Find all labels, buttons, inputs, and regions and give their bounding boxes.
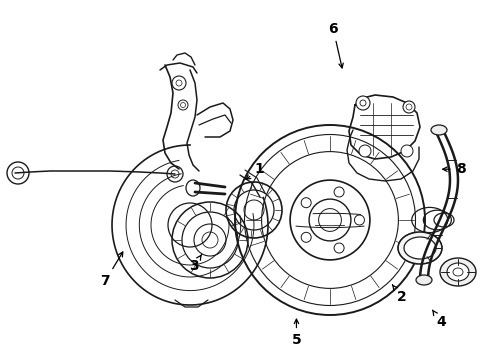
Ellipse shape (180, 103, 186, 108)
Ellipse shape (440, 258, 476, 286)
Ellipse shape (354, 215, 365, 225)
Text: 1: 1 (246, 162, 265, 179)
Ellipse shape (404, 237, 436, 259)
Text: 6: 6 (328, 22, 343, 68)
Ellipse shape (176, 80, 182, 86)
Ellipse shape (334, 243, 344, 253)
Ellipse shape (447, 263, 469, 281)
Ellipse shape (406, 104, 412, 110)
Ellipse shape (416, 275, 432, 285)
Ellipse shape (356, 96, 370, 110)
Ellipse shape (301, 232, 311, 242)
Ellipse shape (172, 76, 186, 90)
Ellipse shape (301, 198, 311, 208)
Ellipse shape (398, 232, 442, 264)
Text: 4: 4 (433, 310, 446, 329)
Ellipse shape (334, 187, 344, 197)
Text: 8: 8 (443, 162, 466, 176)
Text: 5: 5 (292, 319, 301, 347)
Ellipse shape (403, 101, 415, 113)
Ellipse shape (431, 125, 447, 135)
Text: 3: 3 (189, 254, 202, 273)
Ellipse shape (178, 100, 188, 110)
Ellipse shape (360, 100, 366, 106)
Ellipse shape (453, 268, 463, 276)
Ellipse shape (401, 145, 413, 157)
Text: 7: 7 (100, 252, 123, 288)
Text: 2: 2 (392, 285, 407, 304)
Ellipse shape (359, 145, 371, 157)
